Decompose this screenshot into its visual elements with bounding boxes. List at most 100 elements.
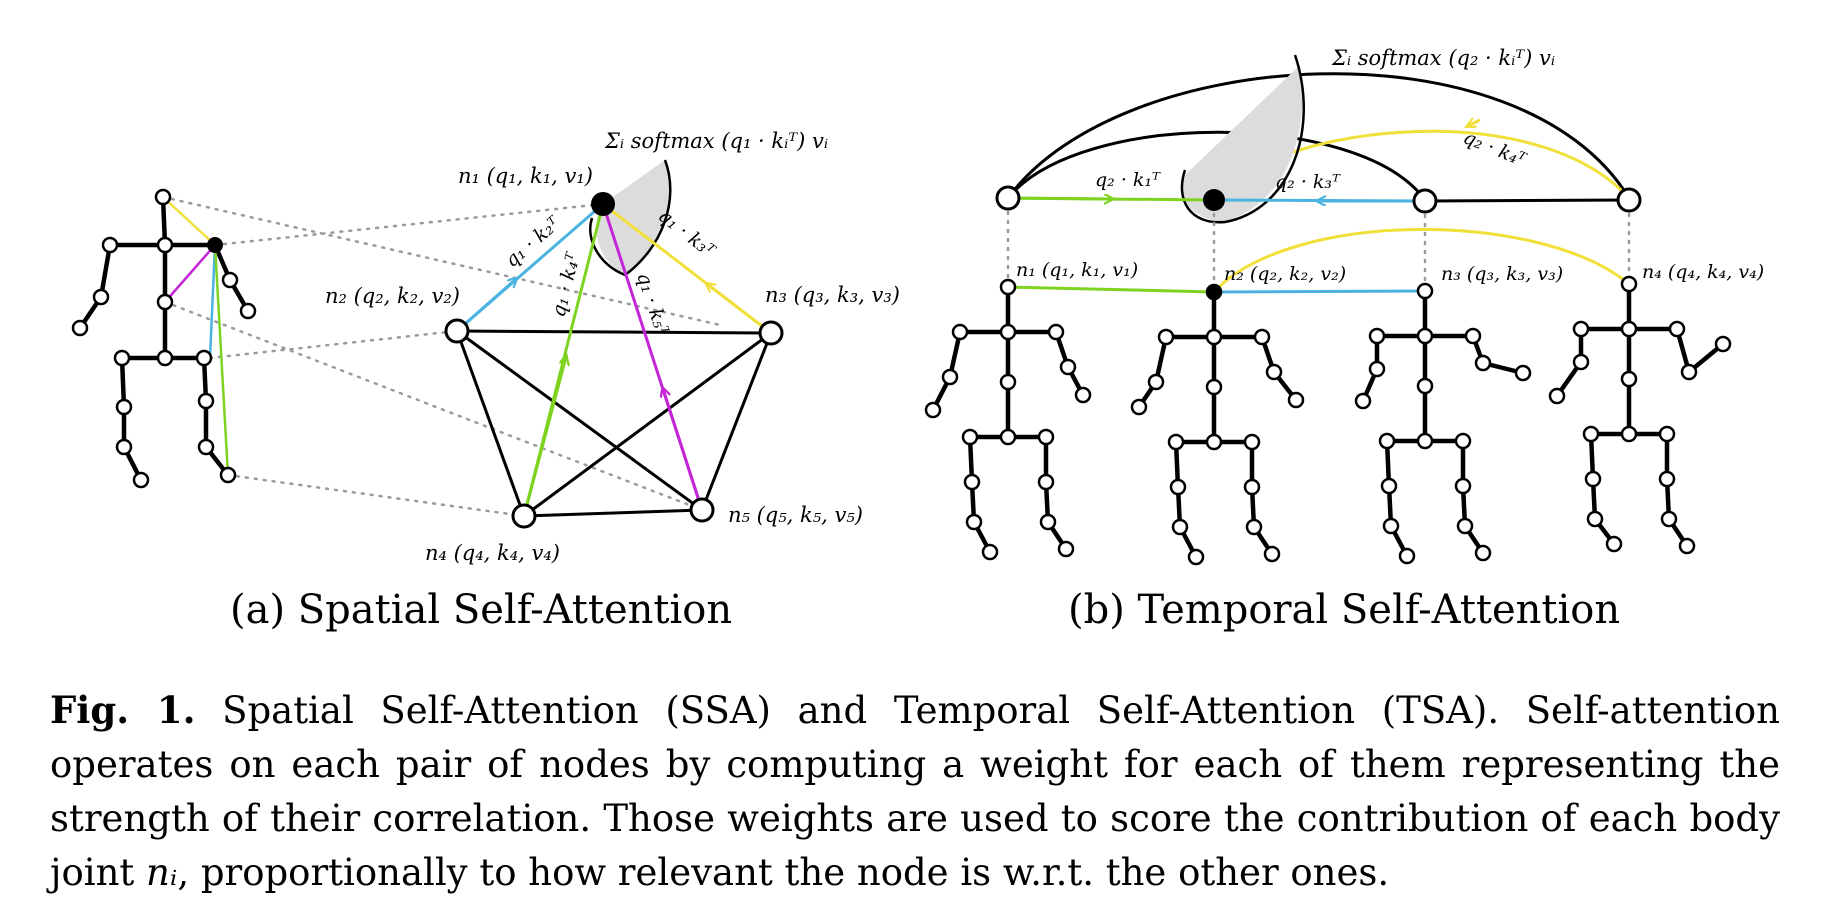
joint-rel xyxy=(1680,363,1698,381)
joint-lel xyxy=(941,368,959,386)
t-node-2 xyxy=(1203,189,1225,211)
joint-lkn xyxy=(1169,478,1187,496)
skeleton-a xyxy=(71,188,257,489)
joint-spine xyxy=(1416,377,1434,395)
joint-rft xyxy=(1057,540,1075,558)
joint-lank xyxy=(1382,517,1400,535)
joint-pelvis xyxy=(1620,425,1638,443)
joint-rank xyxy=(1039,513,1057,531)
joint-lsh xyxy=(1572,320,1590,338)
figure: Σᵢ softmax (q₁ · kᵢᵀ) vᵢ n₁ (q₁, k₁, v₁)… xyxy=(71,46,1764,633)
joint-spine xyxy=(1205,378,1223,396)
frame-label-n1: n₁ (q₁, k₁, v₁) xyxy=(1016,259,1138,281)
joint-rsh xyxy=(1464,327,1482,345)
joint-spine xyxy=(999,373,1017,391)
joint-rkn xyxy=(1454,477,1472,495)
joint-lwr xyxy=(924,401,942,419)
joint-rsh xyxy=(1253,328,1271,346)
subcaption-b: (b) Temporal Self-Attention xyxy=(1068,587,1620,633)
joint-lel xyxy=(1572,353,1590,371)
edge-label-q1k3: q₁ · k₃ᵀ xyxy=(654,205,720,263)
joint-rhip xyxy=(1037,428,1055,446)
joint-lft xyxy=(1398,547,1416,565)
skeleton-frame-1 xyxy=(924,278,1092,561)
joint-rank xyxy=(1245,518,1263,536)
joint-neck xyxy=(1416,327,1434,345)
panel-b: Σᵢ softmax (q₂ · kᵢᵀ) vᵢ q₂ · k₁ᵀ q₂ · k… xyxy=(924,46,1764,633)
frame-label-n4: n₄ (q₄, k₄, v₄) xyxy=(1642,261,1764,283)
edge-label-q1k4: q₁ · k₄ᵀ xyxy=(548,250,585,319)
joint-neck xyxy=(1205,328,1223,346)
node-n1 xyxy=(591,192,615,216)
joint-lank xyxy=(965,513,983,531)
joint-lank xyxy=(1586,510,1604,528)
skeleton-frame-2 xyxy=(1130,283,1305,566)
joint-lank xyxy=(1171,518,1189,536)
joint-head xyxy=(1620,275,1638,293)
joint-lhip xyxy=(1378,432,1396,450)
figure-caption: Fig. 1. Spatial Self-Attention (SSA) and… xyxy=(50,683,1780,900)
joint-lwr xyxy=(1548,387,1566,405)
node-label-n2: n₂ (q₂, k₂, v₂) xyxy=(325,284,460,308)
caption-label: Fig. 1. xyxy=(50,688,196,732)
joint-rhip xyxy=(1658,425,1676,443)
subcaption-a: (a) Spatial Self-Attention xyxy=(230,587,732,633)
joint-lsh xyxy=(951,323,969,341)
t-node-1 xyxy=(995,185,1021,211)
edge-label-q1k2: q₁ · k₂ᵀ xyxy=(501,212,565,272)
t-node-4 xyxy=(1616,187,1642,213)
joint-lel xyxy=(1147,373,1165,391)
joint-rwr xyxy=(1514,364,1532,382)
temporal-arcs xyxy=(1006,72,1631,201)
joint-lhip xyxy=(1167,433,1185,451)
edge-label-q2k3: q₂ · k₃ᵀ xyxy=(1275,171,1341,193)
joint-head xyxy=(1416,282,1434,300)
joint-pelvis xyxy=(1416,432,1434,450)
caption-math: nᵢ xyxy=(146,851,178,894)
joint-neck xyxy=(999,323,1017,341)
joint-spine xyxy=(1620,370,1638,388)
joint-head xyxy=(999,278,1017,296)
joint-rel xyxy=(1265,363,1283,381)
joint-lwr xyxy=(1354,392,1372,410)
joint-rhip xyxy=(1243,433,1261,451)
joint-rwr xyxy=(1714,335,1732,353)
edge-label-q2k1: q₂ · k₁ᵀ xyxy=(1095,169,1161,191)
joint-lft xyxy=(981,543,999,561)
caption-text-1: Spatial Self-Attention (SSA) and Tempora… xyxy=(50,689,1780,894)
joint-lkn xyxy=(1380,477,1398,495)
node-label-n1: n₁ (q₁, k₁, v₁) xyxy=(458,164,593,188)
joint-rft xyxy=(1263,545,1281,563)
joint-rel xyxy=(1059,358,1077,376)
graph-edges-a xyxy=(455,329,773,518)
node-n3 xyxy=(758,320,784,346)
joint-lft xyxy=(1605,535,1623,553)
joint-lsh xyxy=(1368,327,1386,345)
joint-rsh xyxy=(1047,323,1065,341)
joint-rank xyxy=(1456,517,1474,535)
joint-rel xyxy=(1474,354,1492,372)
node-label-n3: n₃ (q₃, k₃, v₃) xyxy=(765,283,900,307)
joint-rkn xyxy=(1037,473,1055,491)
edge-label-q2k4: q₂ · k₄ᵀ xyxy=(1460,126,1529,171)
skeleton-frame-3 xyxy=(1354,282,1532,565)
frame-links xyxy=(1006,210,1631,292)
joint-lhip xyxy=(1582,425,1600,443)
frame-label-n3: n₃ (q₃, k₃, v₃) xyxy=(1441,263,1563,285)
joint-pelvis xyxy=(999,428,1017,446)
joint-lel xyxy=(1368,360,1386,378)
graph-nodes-a xyxy=(444,192,784,529)
node-label-n4: n₄ (q₄, k₄, v₄) xyxy=(425,541,560,565)
joint-lhip xyxy=(961,428,979,446)
node-n5 xyxy=(689,497,715,523)
skeleton-frame-4 xyxy=(1548,275,1732,555)
joint-head xyxy=(1205,283,1223,301)
joint-lsh xyxy=(1157,328,1175,346)
joint-lwr xyxy=(1130,398,1148,416)
joint-rft xyxy=(1678,537,1696,555)
node-n4 xyxy=(511,503,537,529)
joint-rft xyxy=(1474,544,1492,562)
joint-rkn xyxy=(1658,470,1676,488)
joint-lkn xyxy=(963,473,981,491)
joint-rhip xyxy=(1454,432,1472,450)
